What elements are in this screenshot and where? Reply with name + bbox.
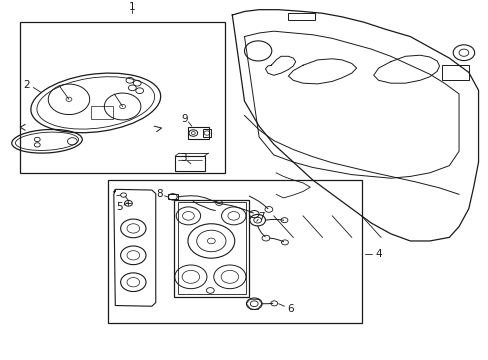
Bar [91,107,113,119]
Bar [168,194,178,199]
Text: 7: 7 [258,212,264,222]
Text: 6: 6 [287,304,294,314]
Bar [108,180,361,323]
Bar [288,13,315,21]
Text: 1: 1 [129,2,135,12]
Bar [188,127,208,139]
Bar [177,202,245,294]
Text: 9: 9 [182,114,188,125]
Text: 8: 8 [156,189,162,199]
Text: 4: 4 [374,248,381,258]
Bar [173,200,249,297]
Text: 2: 2 [23,80,30,90]
Bar [175,156,204,171]
Bar [203,129,210,137]
Text: 3: 3 [180,153,186,163]
Bar [20,22,224,173]
Text: 5: 5 [116,202,122,212]
Bar [441,65,468,80]
